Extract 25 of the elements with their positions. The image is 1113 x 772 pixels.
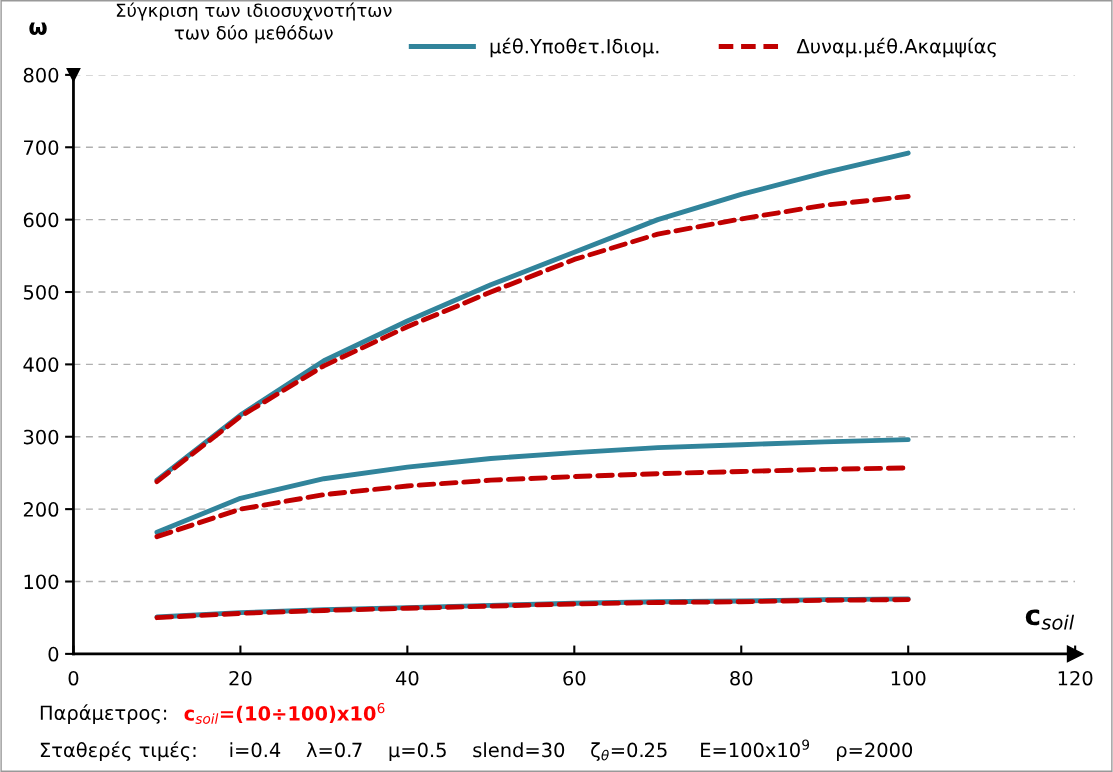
y-axis-title: ω (29, 22, 47, 35)
y-tick-label: 300 (23, 429, 59, 445)
x-axis-title: c$_{soil}$ (1025, 609, 1075, 630)
y-tick-label: 100 (24, 574, 59, 590)
line-series (154, 437, 911, 535)
chart-title: Σύγκριση των ιδιοσυχνοτήτων των δύο μεθόδων (116, 2, 392, 44)
text: c$_{soil}$=(10÷100)x10$^{6}$ (184, 702, 385, 724)
y-tick-label: 800 (23, 67, 59, 83)
legend-label: Δυναμ.μέθ.Ακαμψίας (796, 37, 996, 58)
x-tick-label: 40 (395, 670, 419, 686)
x-tick-label: 80 (730, 670, 753, 686)
x-tick-label: 60 (563, 670, 586, 686)
y-tick-label: 700 (24, 140, 59, 155)
x-tick-label: 100 (891, 670, 926, 686)
x-tick-label: 0 (68, 670, 79, 686)
y-tick-label: 600 (23, 212, 59, 228)
y-tick-label: 400 (23, 357, 59, 373)
x-tick-label: 20 (229, 670, 252, 686)
text: Παράμετρος: (40, 704, 167, 724)
y-tick-label: 0 (48, 646, 59, 662)
y-tick-label: 500 (23, 284, 59, 300)
x-tick-label: 120 (1058, 670, 1093, 686)
y-tick-label: 200 (23, 502, 59, 517)
legend-label: μέθ.Υποθετ.Ιδιομ. (490, 37, 659, 58)
text: Σταθερές τιμές: i=0.4 λ=0.7 μ=0.5 slend=30 ζ$_{θ}$=0.25 E=100x10$^{9}$ ρ=2000 (40, 739, 913, 762)
